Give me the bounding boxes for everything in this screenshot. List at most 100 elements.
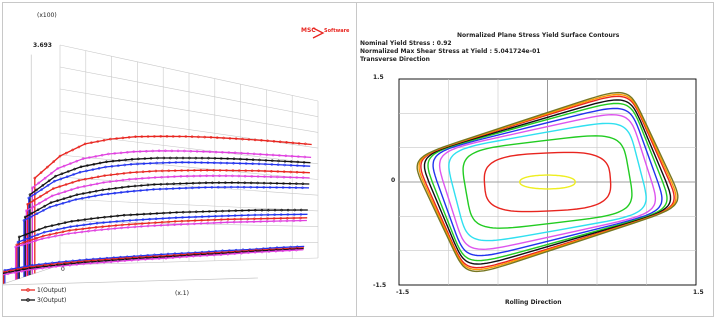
series-marker: [229, 185, 233, 189]
series-marker: [39, 195, 42, 198]
series-marker: [198, 254, 202, 258]
series-marker: [34, 239, 37, 243]
series-marker: [282, 182, 285, 185]
series-marker: [286, 216, 289, 220]
series-marker: [276, 175, 279, 179]
series-marker: [151, 149, 155, 153]
series-marker: [224, 174, 228, 178]
series-marker: [111, 159, 115, 163]
series-marker: [116, 214, 119, 218]
series-marker: [294, 186, 298, 190]
series-marker: [188, 210, 192, 214]
series-marker: [253, 213, 257, 217]
series-marker: [41, 234, 45, 238]
series-marker: [61, 264, 65, 268]
series-marker: [225, 169, 228, 172]
series-marker: [193, 222, 196, 226]
series-marker: [94, 155, 98, 158]
series-marker: [299, 208, 303, 212]
series-marker: [161, 217, 165, 220]
series-marker: [70, 219, 74, 223]
series-marker: [270, 169, 273, 173]
msc-logo-text: MSC: [301, 27, 316, 34]
series-marker: [47, 266, 51, 269]
series-marker: [133, 184, 137, 188]
series-marker: [301, 182, 305, 186]
series-marker: [135, 218, 138, 222]
series-marker: [135, 213, 139, 216]
series-marker: [126, 150, 129, 154]
series-marker: [217, 181, 221, 185]
series-marker: [175, 211, 178, 214]
series-marker: [79, 165, 83, 169]
series-marker: [303, 155, 307, 159]
series-marker: [45, 191, 49, 194]
series-marker: [102, 138, 106, 142]
series-marker: [207, 156, 210, 160]
series-marker: [90, 141, 93, 145]
series-marker: [22, 241, 25, 244]
series-marker: [80, 230, 84, 234]
series-marker: [194, 210, 198, 214]
series-marker: [71, 148, 74, 152]
series-marker: [82, 184, 86, 188]
yield-contour: [438, 113, 657, 251]
grid-horizontal-line: [59, 242, 319, 244]
series-marker: [263, 169, 267, 173]
series-marker: [272, 219, 276, 223]
series-marker: [218, 169, 222, 172]
series-marker: [268, 186, 272, 189]
series-line: [16, 217, 308, 280]
series-marker: [49, 201, 53, 204]
series-marker: [62, 197, 66, 201]
series-marker: [16, 240, 20, 244]
series-marker: [243, 174, 247, 178]
x-axis-label: Rolling Direction: [505, 299, 562, 306]
series-marker: [148, 170, 151, 173]
series-marker: [141, 218, 145, 221]
series-marker: [95, 182, 99, 186]
series-marker: [190, 135, 194, 139]
legend-label-2: 3(Output): [37, 297, 67, 304]
series-marker: [257, 162, 261, 166]
series-marker: [96, 216, 100, 220]
series-marker: [88, 226, 91, 230]
series-marker: [285, 140, 288, 144]
series-marker: [122, 172, 126, 175]
series-marker: [89, 217, 93, 221]
series-marker: [264, 162, 267, 166]
legend-swatch-marker: [26, 288, 30, 292]
series-marker: [56, 199, 59, 203]
series-marker: [23, 238, 26, 241]
series-marker: [100, 193, 104, 197]
series-marker: [81, 157, 85, 161]
series-marker: [105, 160, 108, 164]
series-line: [23, 186, 310, 277]
series-marker: [119, 151, 123, 155]
series-marker: [107, 152, 110, 156]
series-marker: [246, 213, 250, 217]
series-marker: [175, 156, 178, 160]
series-marker: [164, 256, 168, 260]
series-marker: [167, 216, 171, 220]
series-marker: [236, 185, 240, 189]
series-marker: [101, 188, 105, 192]
series-marker: [140, 225, 143, 228]
series-marker: [81, 227, 85, 231]
series-marker: [113, 152, 117, 155]
series-marker: [250, 174, 254, 178]
series-marker: [234, 137, 238, 141]
series-marker: [267, 208, 270, 212]
series-marker: [265, 220, 269, 223]
series-marker: [283, 163, 286, 167]
series-marker: [253, 250, 257, 254]
series-marker: [226, 220, 229, 224]
series-marker: [219, 221, 223, 224]
series-marker: [214, 209, 218, 213]
series-marker: [256, 181, 259, 185]
series-marker: [274, 249, 278, 253]
series-marker: [120, 186, 124, 189]
series-marker: [288, 249, 291, 252]
series-marker: [226, 217, 230, 221]
